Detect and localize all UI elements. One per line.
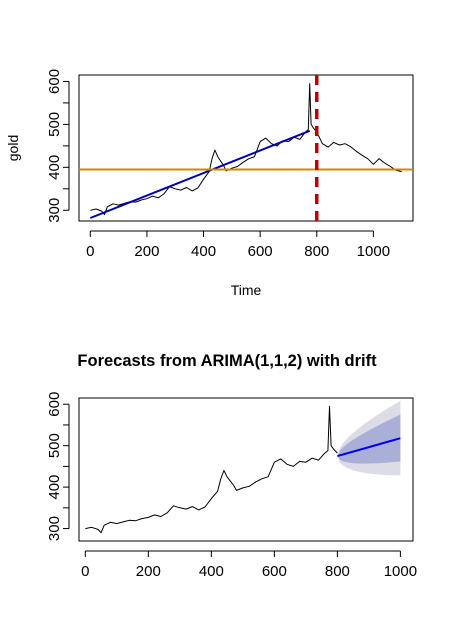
top-plot-frame [78, 74, 414, 222]
x-tick-label: 0 [86, 243, 94, 260]
top-y-axis-label: gold [5, 135, 21, 161]
x-tick-label: 200 [134, 243, 159, 260]
x-tick-label: 800 [325, 563, 350, 580]
y-tick-label: 400 [46, 155, 63, 180]
forecast-chart: Forecasts from ARIMA(1,1,2) with drift 3… [46, 352, 417, 580]
forecast-x-axis: 0 200 400 600 800 1000 [81, 550, 417, 580]
top-x-axis-label: Time [231, 282, 262, 298]
top-y-axis: 300 400 500 600 [46, 69, 70, 223]
top-chart-marks [79, 75, 413, 221]
x-tick-label: 1000 [384, 563, 417, 580]
y-tick-label: 300 [46, 198, 63, 223]
forecast-y-axis: 300 400 500 600 [46, 392, 70, 541]
y-tick-label: 400 [46, 475, 63, 500]
x-tick-label: 600 [262, 563, 287, 580]
y-tick-label: 500 [46, 433, 63, 458]
top-x-axis: 0 200 400 600 800 1000 [86, 230, 390, 260]
y-tick-label: 300 [46, 516, 63, 541]
chart0-series-0-line [90, 83, 402, 216]
chart1-series-0-line [85, 405, 338, 534]
y-tick-label: 600 [46, 69, 63, 94]
y-tick-label: 500 [46, 112, 63, 137]
x-tick-label: 400 [191, 243, 216, 260]
x-tick-label: 0 [81, 563, 89, 580]
x-tick-label: 600 [248, 243, 273, 260]
forecast-chart-marks [85, 400, 401, 534]
x-tick-label: 1000 [357, 243, 390, 260]
x-tick-label: 800 [304, 243, 329, 260]
x-tick-label: 400 [199, 563, 224, 580]
forecast-chart-title: Forecasts from ARIMA(1,1,2) with drift [77, 352, 377, 370]
forecast-mean-line [337, 437, 401, 457]
forecast-plot-frame [78, 397, 414, 542]
chart0-series-1-line [89, 129, 311, 219]
top-time-series-chart: 300 400 500 600 0 200 400 600 800 1000 Time gold [5, 69, 414, 298]
x-tick-label: 200 [136, 563, 161, 580]
y-tick-label: 600 [46, 392, 63, 417]
